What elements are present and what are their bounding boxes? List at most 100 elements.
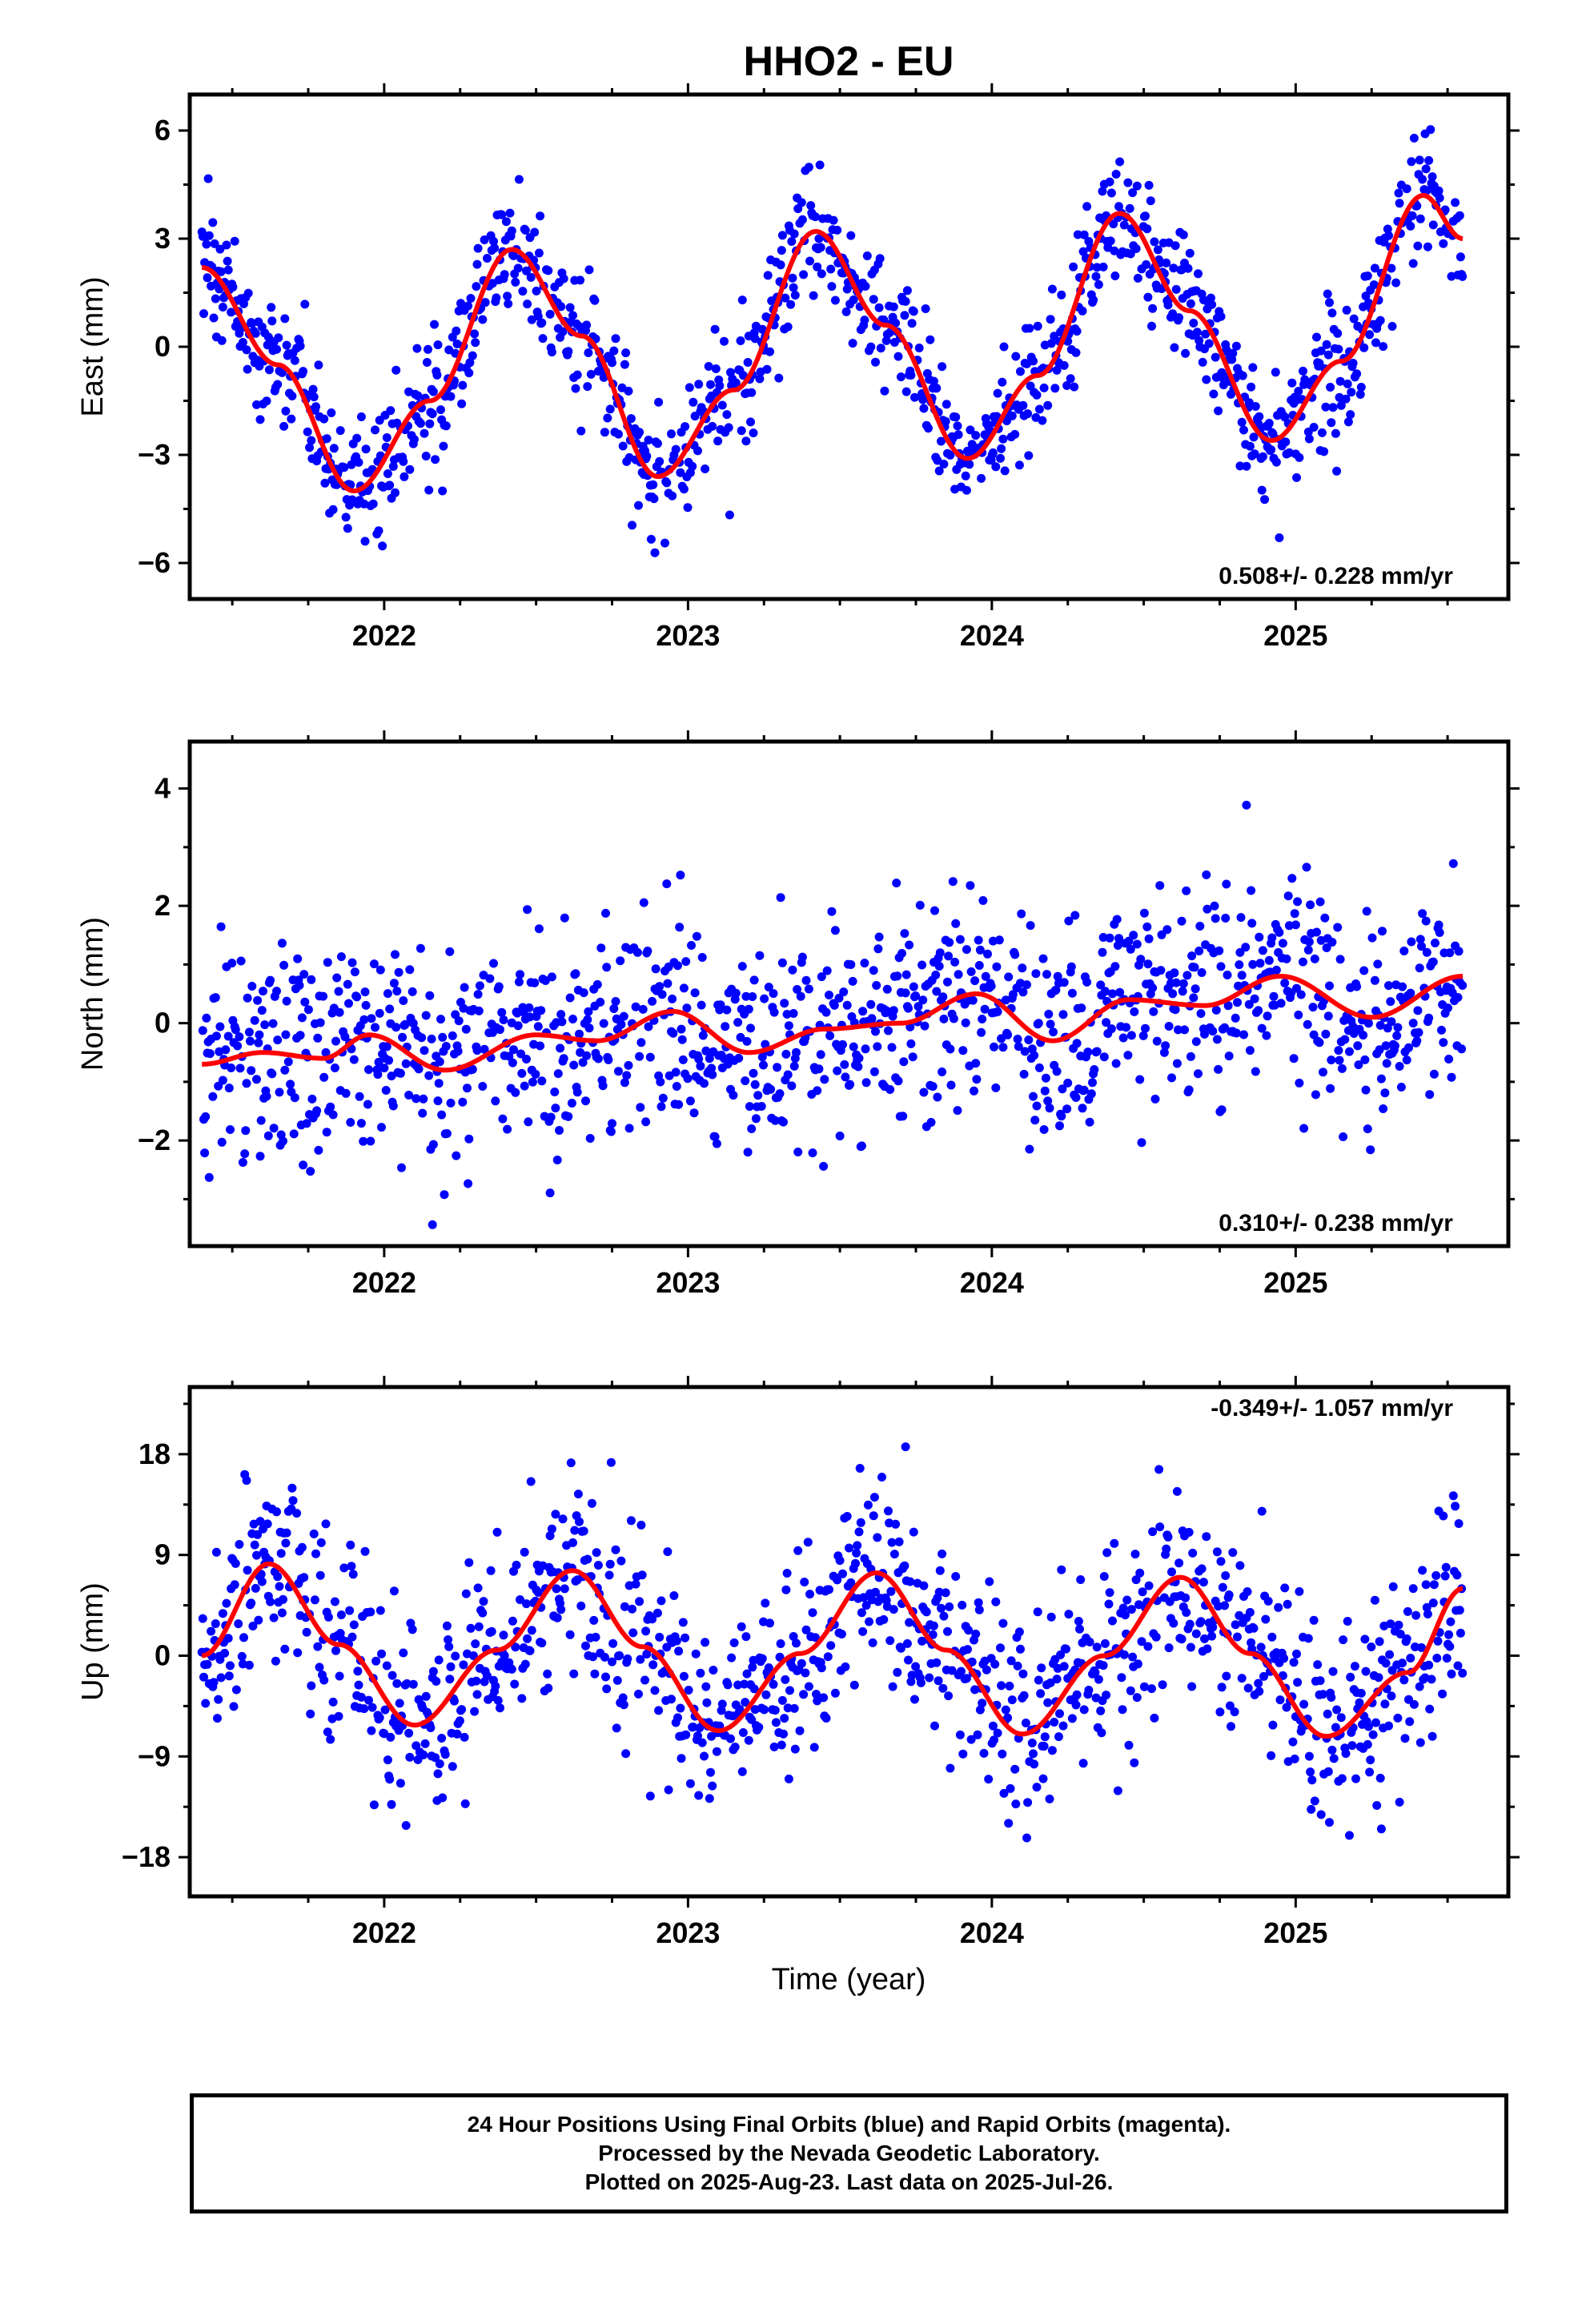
- data-point: [1195, 947, 1204, 955]
- data-point: [1427, 1731, 1437, 1741]
- data-point: [951, 919, 961, 928]
- data-point: [669, 1028, 678, 1038]
- data-point: [1235, 960, 1244, 970]
- data-point: [1408, 259, 1418, 268]
- data-point: [1098, 262, 1108, 271]
- data-point: [1050, 1718, 1059, 1727]
- data-point: [336, 952, 346, 962]
- data-point: [846, 231, 856, 240]
- data-point: [1343, 417, 1353, 427]
- data-point: [1323, 1011, 1333, 1021]
- data-point: [478, 1082, 488, 1091]
- data-point: [1383, 224, 1392, 234]
- data-point: [937, 1603, 946, 1613]
- data-point: [275, 1582, 284, 1591]
- data-point: [1098, 933, 1108, 942]
- data-point: [626, 1516, 636, 1526]
- data-point: [885, 1085, 895, 1094]
- data-point: [1325, 981, 1334, 991]
- data-point: [1188, 1548, 1198, 1558]
- data-point: [465, 358, 475, 368]
- data-point: [814, 1064, 824, 1074]
- data-point: [247, 1598, 256, 1608]
- data-point: [211, 1547, 221, 1557]
- data-point: [1023, 1798, 1033, 1807]
- data-point: [736, 1032, 745, 1042]
- data-point: [263, 1131, 273, 1140]
- data-point: [685, 383, 694, 392]
- data-point: [460, 1732, 469, 1742]
- data-point: [958, 1749, 968, 1759]
- data-point: [1304, 434, 1314, 444]
- data-point: [1418, 175, 1427, 184]
- data-point: [1045, 1104, 1054, 1113]
- data-point: [1447, 1669, 1456, 1679]
- data-point: [280, 1644, 290, 1654]
- data-point: [272, 344, 281, 354]
- data-point: [455, 1716, 464, 1726]
- data-point: [887, 1538, 897, 1547]
- data-point: [1099, 1052, 1109, 1062]
- data-point: [650, 1686, 660, 1695]
- data-point: [685, 1779, 695, 1788]
- data-point: [792, 1047, 801, 1057]
- data-point: [677, 1035, 687, 1044]
- data-point: [396, 1068, 405, 1078]
- data-point: [319, 1072, 329, 1082]
- data-point: [902, 1638, 912, 1648]
- data-point: [1353, 1041, 1363, 1051]
- data-point: [869, 295, 878, 304]
- data-point: [945, 938, 954, 947]
- data-point: [213, 1714, 222, 1723]
- data-point: [1293, 1678, 1303, 1687]
- data-point: [789, 1061, 799, 1071]
- data-point: [710, 1132, 720, 1141]
- data-point: [869, 966, 878, 975]
- data-point: [268, 1019, 278, 1028]
- data-point: [1216, 312, 1226, 321]
- data-point: [559, 274, 568, 283]
- data-point: [356, 1119, 366, 1128]
- data-point: [777, 246, 786, 255]
- data-point: [1113, 941, 1122, 950]
- data-point: [267, 1069, 277, 1079]
- data-point: [929, 1621, 938, 1630]
- data-point: [1319, 447, 1329, 456]
- data-point: [446, 1662, 456, 1671]
- data-point: [983, 949, 992, 959]
- data-point: [1381, 1659, 1391, 1668]
- data-point: [309, 392, 319, 402]
- data-point: [1386, 997, 1395, 1007]
- data-point: [1025, 324, 1034, 333]
- data-point: [204, 1172, 214, 1182]
- data-point: [279, 1594, 287, 1604]
- data-point: [326, 1102, 335, 1112]
- data-point: [797, 215, 807, 224]
- data-point: [330, 1063, 339, 1072]
- data-point: [1046, 339, 1056, 348]
- data-point: [822, 966, 832, 975]
- data-point: [677, 1024, 686, 1034]
- data-point: [918, 995, 928, 1005]
- data-point: [252, 1075, 261, 1084]
- data-point: [380, 1705, 390, 1715]
- data-point: [1185, 1619, 1195, 1629]
- data-point: [400, 1019, 410, 1029]
- data-point: [229, 1702, 239, 1711]
- data-point: [1126, 249, 1135, 259]
- data-point: [559, 1054, 568, 1063]
- data-point: [1169, 1618, 1178, 1628]
- data-point: [525, 1012, 535, 1022]
- data-point: [1402, 1634, 1411, 1643]
- data-point: [1303, 1019, 1312, 1029]
- data-point: [1040, 1086, 1050, 1096]
- data-point: [1211, 914, 1220, 923]
- data-point: [1281, 437, 1291, 447]
- data-point: [472, 1676, 481, 1686]
- data-point: [701, 1638, 710, 1647]
- data-point: [1197, 968, 1207, 977]
- data-point: [1271, 368, 1280, 377]
- data-point: [720, 336, 729, 346]
- data-point: [491, 1096, 500, 1106]
- data-point: [389, 979, 399, 988]
